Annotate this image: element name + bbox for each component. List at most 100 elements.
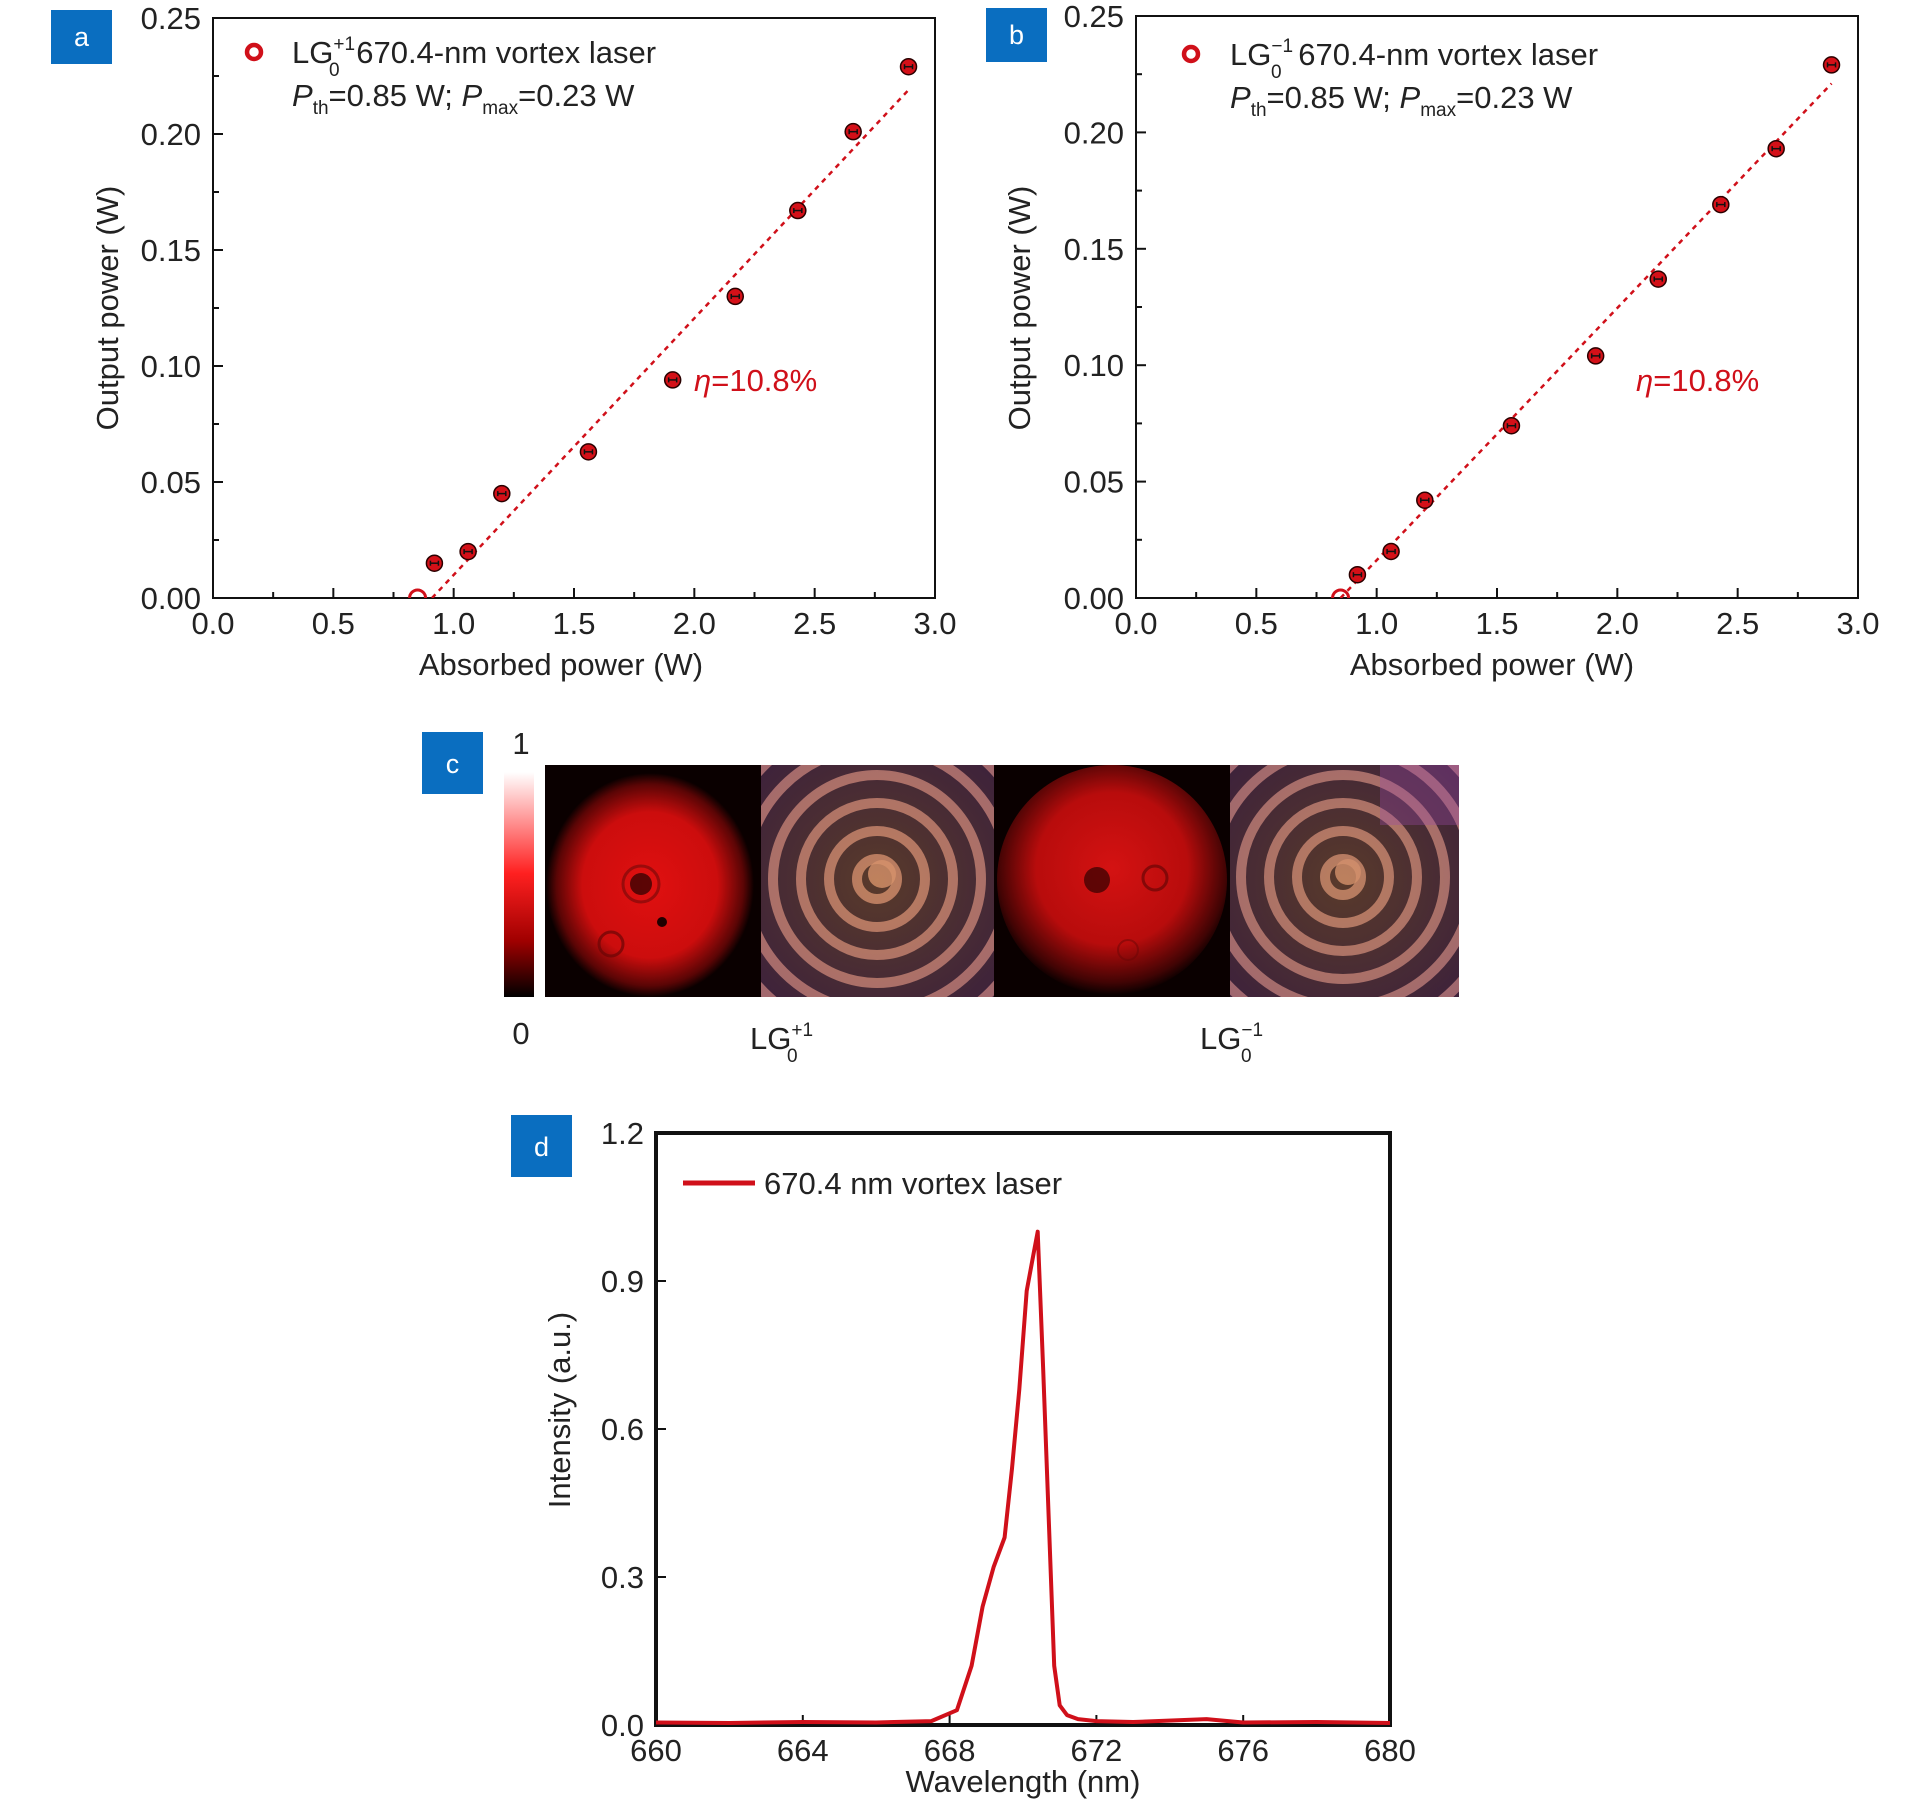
panel-a-data-point [425,554,444,572]
panel-a-badge-label: a [74,22,90,52]
panel-a-y-tick-label: 0.10 [141,349,201,384]
panel-c-label-minus: LG−1 0 [1200,1020,1263,1067]
panel-d-x-axis-label: Wavelength (nm) [906,1764,1141,1799]
panel-a-data-point [789,201,807,220]
panel-a-x-tick-label: 2.0 [673,606,716,641]
panel-a-legend-threshold: Pth=0.85 W; Pmax=0.23 W [292,78,635,119]
panel-a-y-tick-label: 0.00 [141,581,201,616]
panel-b: b 0.0 0.5 1.0 1.5 2.0 2.5 3.00.000.050.100.150… [986,0,1880,682]
panel-d-x-tick-label: 668 [924,1733,976,1768]
panel-d-legend-label: 670.4 nm vortex laser [764,1166,1062,1201]
panel-b-data-point [1586,347,1605,365]
panel-d-y-tick-label: 0.6 [601,1412,644,1447]
panel-d-y-tick-label: 0.0 [601,1708,644,1743]
panel-b-y-tick-label: 0.10 [1064,348,1124,383]
panel-d-y-axis-label: Intensity (a.u.) [542,1312,577,1508]
panel-c-intensity-image-plus [545,765,761,997]
panel-d-axes: 660 664 668 672 676 680 0.0 0.3 0.6 0.9 1.2 [601,1116,1416,1768]
panel-d-spectrum-line [656,1229,1390,1725]
panel-c-interference-image-minus [1230,765,1459,997]
panel-c-colorbar [504,772,534,997]
panel-a-x-tick-label: 1.5 [552,606,595,641]
panel-a-data-point [726,287,744,306]
panel-d-badge [511,1115,572,1177]
panel-b-x-tick-label: 3.0 [1836,606,1879,641]
panel-b-y-tick-label: 0.20 [1064,115,1124,150]
panel-b-y-tick-label: 0.00 [1064,581,1124,616]
panel-b-data-point [1416,491,1434,509]
panel-b-data-point [1649,270,1667,288]
panel-d-plot-frame [654,1131,1392,1727]
panel-b-x-tick-label: 0.0 [1114,606,1157,641]
panel-b-data-point [1767,139,1785,158]
panel-a-fit-line [431,89,910,598]
panel-b-x-tick-label: 1.0 [1355,606,1398,641]
panel-a-y-tick-label: 0.15 [141,233,201,268]
panel-c: c 1 0 [422,726,1459,1067]
panel-b-data-point [1712,195,1730,214]
panel-a-x-tick-label: 3.0 [913,606,956,641]
panel-b-data-point [1822,56,1841,74]
panel-a-data-point [663,371,682,389]
panel-a-efficiency-annotation: η=10.8% [694,363,817,398]
panel-b-axes: 0.0 0.5 1.0 1.5 2.0 2.5 3.0 0.00 0.05 0.10 0.15 0.2… [1064,0,1880,641]
panel-d-x-tick-label: 676 [1217,1733,1269,1768]
panel-c-intensity-image-minus [994,765,1230,997]
panel-b-y-tick-label: 0.15 [1064,232,1124,267]
panel-b-y-tick-label: 0.05 [1064,465,1124,500]
panel-b-x-tick-label: 1.5 [1475,606,1518,641]
panel-a-x-tick-label: 2.5 [793,606,836,641]
panel-a-y-tick-label: 0.20 [141,117,201,152]
panel-a-x-tick-label: 0.5 [312,606,355,641]
panel-a-data-point [899,57,918,76]
panel-a-axes: 0.0 0.5 1.0 1.5 2.0 2.5 3.0 0.00 0.05 0.10 0.15 0.2… [141,1,957,641]
panel-b-badge [986,8,1047,62]
panel-d-x-tick-label: 660 [630,1733,682,1768]
panel-b-y-axis-label: Output power (W) [1002,186,1037,431]
panel-b-data-point [1502,416,1521,435]
panel-b-marker [1331,588,1351,598]
panel-c-badge [422,732,483,794]
panel-a-y-tick-label: 0.05 [141,465,201,500]
panel-a-data-point [459,542,477,561]
panel-a-data-point [408,588,428,598]
panel-a-x-tick-label: 1.0 [432,606,475,641]
panel-b-badge-label: b [1009,20,1024,50]
panel-a-x-axis-label: Absorbed power (W) [419,647,703,682]
panel-d: d 660 664 668 672 676 680 0.0 0.3 0.6 0.9 1.2 Wave… [511,1115,1416,1799]
panel-b-legend-marker [1181,44,1201,64]
panel-d-x-tick-label: 672 [1071,1733,1123,1768]
panel-b-y-tick-label: 0.25 [1064,0,1124,34]
panel-d-y-tick-label: 0.9 [601,1264,644,1299]
panel-a-marker [408,588,428,598]
panel-b-data-point [1348,565,1367,584]
panel-a-legend-label: LG+1 0 670.4-nm vortex laser [292,34,656,81]
panel-b-x-tick-label: 0.5 [1235,606,1278,641]
panel-a-data-point [493,484,511,503]
panel-a-badge [51,10,112,64]
panel-b-legend-threshold: Pth=0.85 W; Pmax=0.23 W [1230,80,1573,121]
panel-a-data-point [844,122,862,141]
panel-a: a 0.0 0.5 1.0 1.5 2.0 2.5 3.00.000.050.100.150… [51,1,957,682]
panel-b-fit-line [1339,82,1833,598]
panel-a-data-points [408,57,918,598]
panel-a-data-point [579,443,598,461]
panel-b-data-points [1331,56,1841,598]
panel-a-y-axis-label: Output power (W) [90,186,125,431]
panel-b-data-point [1382,542,1400,561]
panel-d-y-tick-label: 1.2 [601,1116,644,1151]
panel-c-label-plus: LG+1 0 [750,1020,813,1067]
panel-b-x-tick-label: 2.0 [1596,606,1639,641]
panel-a-legend-marker [244,42,264,62]
panel-b-efficiency-annotation: η=10.8% [1636,363,1759,398]
panel-b-legend-label: LG−1 0 670.4-nm vortex laser [1230,36,1598,83]
panel-d-badge-label: d [534,1132,549,1162]
panel-a-y-tick-label: 0.25 [141,1,201,36]
panel-d-x-tick-label: 664 [777,1733,829,1768]
panel-c-colorbar-min: 0 [512,1016,529,1051]
panel-b-x-tick-label: 2.5 [1716,606,1759,641]
panel-d-x-tick-label: 680 [1364,1733,1416,1768]
panel-c-badge-label: c [446,749,460,779]
panel-a-x-tick-label: 0.0 [191,606,234,641]
